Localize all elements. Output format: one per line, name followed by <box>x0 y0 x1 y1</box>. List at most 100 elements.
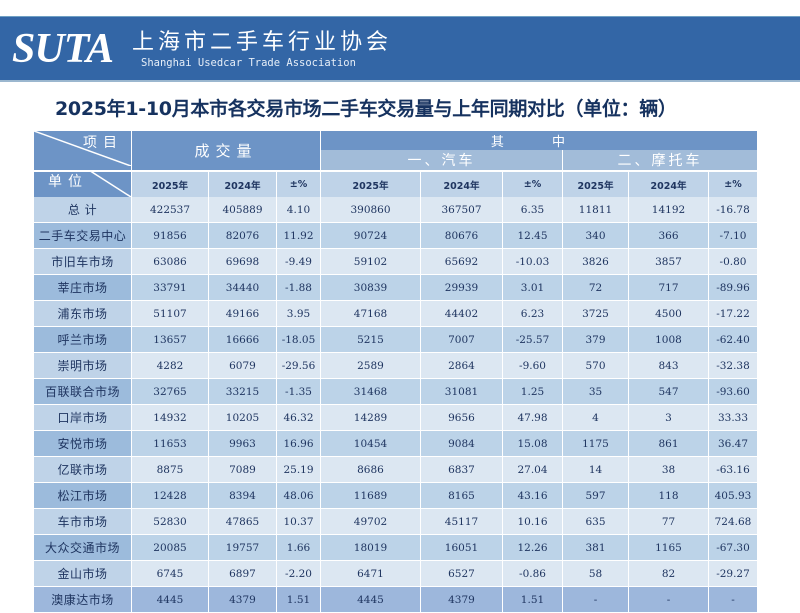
row-label: 澳康达市场 <box>34 587 131 613</box>
row-label: 莘庄市场 <box>34 275 131 301</box>
table-cell: -10.03 <box>503 249 562 275</box>
table-cell: -29.27 <box>709 561 757 587</box>
table-cell: 20085 <box>132 535 208 561</box>
table-cell: 8165 <box>421 483 502 509</box>
table-cell: 58 <box>563 561 628 587</box>
table-cell: 3.95 <box>277 301 320 327</box>
association-name-cn: 上海市二手车行业协会 <box>132 30 393 55</box>
table-row: 大众交通市场 20085 19757 1.66 18019 16051 12.26 381 11… <box>34 535 757 561</box>
table-row: 车市市场 52830 47865 10.37 49702 45117 10.16 635 77 7… <box>34 509 757 535</box>
column-header: 2025年 <box>132 172 208 197</box>
table-cell: 597 <box>563 483 628 509</box>
table-cell: 4379 <box>209 587 276 613</box>
table-cell: 1.66 <box>277 535 320 561</box>
table-cell: 91856 <box>132 223 208 249</box>
table-cell: 422537 <box>132 197 208 223</box>
table-cell: 2589 <box>321 353 420 379</box>
table-cell: 6897 <box>209 561 276 587</box>
table-cell: 14192 <box>629 197 708 223</box>
table-cell: -2.20 <box>277 561 320 587</box>
table-row: 总 计 422537 405889 4.10 390860 367507 6.35 11811… <box>34 197 757 223</box>
row-label: 总 计 <box>34 197 131 223</box>
table-cell: -1.35 <box>277 379 320 405</box>
table-row: 莘庄市场 33791 34440 -1.88 30839 29939 3.01 72 717 -8… <box>34 275 757 301</box>
table-cell: 49702 <box>321 509 420 535</box>
column-header: 2025年 <box>321 172 420 197</box>
table-cell: 8875 <box>132 457 208 483</box>
table-cell: 49166 <box>209 301 276 327</box>
table-cell: 5215 <box>321 327 420 353</box>
table-cell: 15.08 <box>503 431 562 457</box>
page-title: 2025年1-10月本市各交易市场二手车交易量与上年同期对比（单位：辆） <box>55 98 677 120</box>
table-cell: 717 <box>629 275 708 301</box>
table-cell: 2864 <box>421 353 502 379</box>
row-label: 崇明市场 <box>34 353 131 379</box>
table-cell: 11689 <box>321 483 420 509</box>
table-cell: 570 <box>563 353 628 379</box>
table-cell: 4.10 <box>277 197 320 223</box>
row-label: 大众交通市场 <box>34 535 131 561</box>
table-cell: 10205 <box>209 405 276 431</box>
table-cell: 14932 <box>132 405 208 431</box>
table-cell: 1.51 <box>277 587 320 613</box>
row-label: 亿联市场 <box>34 457 131 483</box>
table-cell: 32765 <box>132 379 208 405</box>
table-cell: - <box>629 587 708 613</box>
table-cell: -16.78 <box>709 197 757 223</box>
row-label: 松江市场 <box>34 483 131 509</box>
table-row: 百联联合市场 32765 33215 -1.35 31468 31081 1.25 35 547… <box>34 379 757 405</box>
table-cell: 6527 <box>421 561 502 587</box>
table-cell: 8394 <box>209 483 276 509</box>
table-cell: 69698 <box>209 249 276 275</box>
table-cell: 18019 <box>321 535 420 561</box>
table-cell: -29.56 <box>277 353 320 379</box>
table-cell: 36.47 <box>709 431 757 457</box>
suta-logo: SUTA <box>12 26 114 72</box>
table-cell: 11.92 <box>277 223 320 249</box>
corner-header-cell-lower: 单位 <box>34 172 131 197</box>
table-cell: 34440 <box>209 275 276 301</box>
table-cell: 14 <box>563 457 628 483</box>
table-cell: 44402 <box>421 301 502 327</box>
table-cell: 16051 <box>421 535 502 561</box>
table-cell: 4445 <box>132 587 208 613</box>
table-row: 澳康达市场 4445 4379 1.51 4445 4379 1.51- - - <box>34 587 757 613</box>
table-cell: -1.88 <box>277 275 320 301</box>
table-cell: 82076 <box>209 223 276 249</box>
table-cell: 16.96 <box>277 431 320 457</box>
row-label: 浦东市场 <box>34 301 131 327</box>
transaction-table: 项目 成交量 其 中 一、汽车 二、摩托车 单位 2025年 2024年 ±% … <box>33 131 758 613</box>
table-cell: 3857 <box>629 249 708 275</box>
table-cell: 405.93 <box>709 483 757 509</box>
table-cell: 6.23 <box>503 301 562 327</box>
table-cell: 1.51 <box>503 587 562 613</box>
table-cell: 405889 <box>209 197 276 223</box>
table-cell: 366 <box>629 223 708 249</box>
table-cell: 33.33 <box>709 405 757 431</box>
table-cell: 1165 <box>629 535 708 561</box>
table-cell: 4500 <box>629 301 708 327</box>
table-row: 浦东市场 51107 49166 3.95 47168 44402 6.23 3725 4500… <box>34 301 757 327</box>
table-cell: 47168 <box>321 301 420 327</box>
table-cell: 340 <box>563 223 628 249</box>
table-row: 金山市场 6745 6897 -2.20 6471 6527 -0.86 58 82 -29.27 <box>34 561 757 587</box>
table-cell: 30839 <box>321 275 420 301</box>
table-cell: 77 <box>629 509 708 535</box>
table-cell: -7.10 <box>709 223 757 249</box>
table-cell: 381 <box>563 535 628 561</box>
table-cell: -67.30 <box>709 535 757 561</box>
table-cell: 82 <box>629 561 708 587</box>
table-cell: 7089 <box>209 457 276 483</box>
table-cell: 25.19 <box>277 457 320 483</box>
table-cell: 3725 <box>563 301 628 327</box>
table-cell: 6837 <box>421 457 502 483</box>
corner-label-item: 项目 <box>83 135 123 151</box>
column-header: ±% <box>503 172 562 197</box>
table-row: 二手车交易中心 91856 82076 11.92 90724 80676 12.45 340… <box>34 223 757 249</box>
table-cell: 11653 <box>132 431 208 457</box>
table-row: 崇明市场 4282 6079 -29.56 2589 2864 -9.60 570 843 -32… <box>34 353 757 379</box>
table-cell: -18.05 <box>277 327 320 353</box>
diagonal-line-icon <box>90 172 131 197</box>
table-cell: 52830 <box>132 509 208 535</box>
table-row: 口岸市场 14932 10205 46.32 14289 9656 47.98 4 3 33.33 <box>34 405 757 431</box>
